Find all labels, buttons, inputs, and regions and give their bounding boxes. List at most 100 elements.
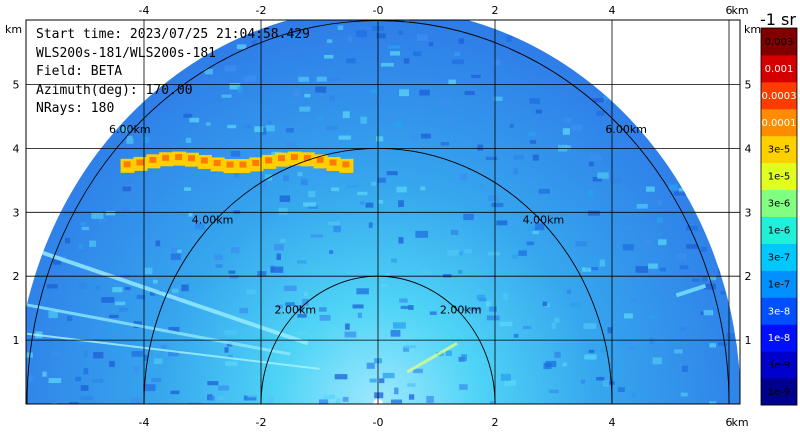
aerosol-core <box>200 157 208 164</box>
texture-cell <box>486 315 500 321</box>
colorbar-segment <box>761 108 797 137</box>
texture-cell <box>326 39 333 44</box>
texture-cell <box>122 186 132 192</box>
texture-cell <box>562 362 567 367</box>
texture-cell <box>588 210 600 216</box>
texture-cell <box>408 305 414 310</box>
texture-cell <box>276 304 283 309</box>
texture-cell <box>382 372 395 379</box>
texture-cell <box>391 258 397 263</box>
texture-cell <box>326 126 338 130</box>
texture-cell <box>144 354 149 361</box>
texture-cell <box>600 99 607 105</box>
y-tick-label-right: 4 <box>745 142 752 155</box>
texture-cell <box>681 365 688 372</box>
texture-cell <box>491 202 504 208</box>
y-tick-label-left: 1 <box>13 334 20 347</box>
texture-cell <box>52 402 58 404</box>
texture-cell <box>188 402 202 404</box>
texture-cell <box>308 190 316 198</box>
texture-cell <box>177 249 182 253</box>
texture-cell <box>445 350 452 356</box>
texture-cell <box>607 327 613 334</box>
texture-cell <box>119 307 128 312</box>
texture-cell <box>447 249 460 256</box>
texture-cell <box>189 117 200 123</box>
texture-cell <box>393 120 403 128</box>
texture-cell <box>565 145 572 150</box>
aerosol-core <box>187 155 195 162</box>
texture-cell <box>171 248 182 255</box>
texture-cell <box>622 244 634 251</box>
colorbar-segment <box>761 297 797 325</box>
texture-cell <box>77 244 83 250</box>
texture-cell <box>283 175 289 182</box>
texture-cell <box>718 342 728 346</box>
texture-cell <box>371 181 377 186</box>
texture-cell <box>300 178 308 186</box>
texture-cell <box>225 361 238 366</box>
texture-cell <box>280 238 286 243</box>
texture-cell <box>676 253 687 261</box>
texture-cell <box>532 154 539 161</box>
texture-cell <box>596 376 605 381</box>
texture-cell <box>98 218 107 223</box>
texture-cell <box>110 324 119 331</box>
texture-cell <box>652 357 662 365</box>
texture-cell <box>245 289 256 295</box>
texture-cell <box>580 379 586 384</box>
texture-cell <box>66 316 73 322</box>
texture-cell <box>145 402 150 404</box>
texture-cell <box>603 380 610 387</box>
texture-cell <box>692 278 700 282</box>
texture-cell <box>534 223 545 231</box>
texture-cell <box>237 86 243 93</box>
texture-cell <box>213 84 225 91</box>
texture-cell <box>438 98 451 106</box>
texture-cell <box>403 346 410 352</box>
texture-cell <box>404 20 409 23</box>
texture-cell <box>227 124 237 129</box>
texture-cell <box>604 381 615 385</box>
y-tick-label-left: 5 <box>13 79 20 92</box>
texture-cell <box>385 273 390 277</box>
texture-cell <box>344 331 357 338</box>
y-tick-label-right: 2 <box>745 270 752 283</box>
texture-cell <box>596 130 604 135</box>
texture-cell <box>143 384 156 392</box>
texture-cell <box>509 123 514 128</box>
texture-cell <box>709 401 717 404</box>
aerosol-core <box>239 161 247 168</box>
texture-cell <box>409 136 419 140</box>
beam-streak <box>26 332 320 370</box>
texture-cell <box>376 33 386 39</box>
texture-cell <box>285 302 295 306</box>
texture-cell <box>93 352 104 359</box>
aerosol-core <box>290 154 298 161</box>
texture-cell <box>319 307 327 312</box>
texture-cell <box>50 350 59 356</box>
texture-cell <box>122 207 130 212</box>
texture-cell <box>592 98 604 103</box>
aerosol-core <box>329 159 337 166</box>
texture-cell <box>571 124 583 132</box>
x-tick-label-top: -0 <box>373 4 384 17</box>
texture-cell <box>526 241 534 246</box>
y-tick-label-left: 4 <box>13 142 20 155</box>
x-tick-label-bottom: -4 <box>139 416 150 429</box>
texture-cell <box>387 45 401 49</box>
texture-cell <box>659 267 666 272</box>
x-tick-label-bottom: 4 <box>609 416 616 429</box>
texture-cell <box>588 349 595 353</box>
texture-cell <box>323 394 335 400</box>
texture-cell <box>575 241 587 247</box>
texture-cell <box>554 317 560 323</box>
texture-cell <box>46 284 58 289</box>
colorbar-tick-label: 3e-5 <box>768 145 791 156</box>
texture-cell <box>270 266 284 273</box>
texture-cell <box>718 268 726 275</box>
axis-unit-label: km <box>731 416 748 429</box>
colorbar-segment <box>761 81 797 110</box>
texture-cell <box>440 142 450 146</box>
